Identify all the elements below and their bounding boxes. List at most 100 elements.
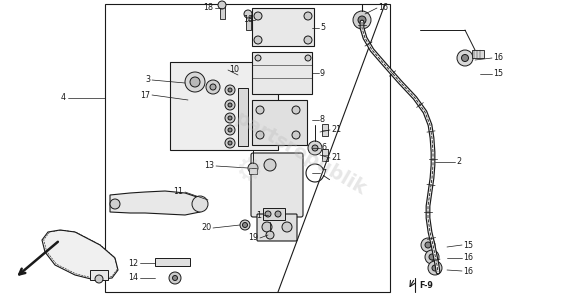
Text: 17: 17 xyxy=(140,91,150,99)
Text: partsrepublik: partsrepublik xyxy=(232,109,369,199)
Text: 3: 3 xyxy=(145,75,150,84)
Text: 21: 21 xyxy=(331,154,341,163)
Circle shape xyxy=(358,16,366,24)
Bar xyxy=(322,149,328,161)
Bar xyxy=(252,52,312,94)
Circle shape xyxy=(421,238,435,252)
Circle shape xyxy=(425,242,431,248)
Text: 18: 18 xyxy=(243,15,253,25)
Circle shape xyxy=(262,222,272,232)
Bar xyxy=(246,14,251,30)
Circle shape xyxy=(264,159,276,171)
Circle shape xyxy=(225,138,235,148)
Text: 12: 12 xyxy=(128,258,138,268)
Circle shape xyxy=(225,113,235,123)
Circle shape xyxy=(192,196,208,212)
Circle shape xyxy=(292,106,300,114)
Circle shape xyxy=(353,11,371,29)
Circle shape xyxy=(461,54,469,62)
Text: 10: 10 xyxy=(229,65,239,75)
Text: 6: 6 xyxy=(321,144,326,152)
Circle shape xyxy=(304,36,312,44)
FancyBboxPatch shape xyxy=(257,214,297,241)
Bar xyxy=(238,88,248,146)
Circle shape xyxy=(210,84,216,90)
Circle shape xyxy=(243,223,247,228)
Circle shape xyxy=(95,275,103,283)
Circle shape xyxy=(110,199,120,209)
Text: 7: 7 xyxy=(321,168,326,178)
Text: 13: 13 xyxy=(204,162,214,170)
Circle shape xyxy=(312,145,318,151)
Circle shape xyxy=(254,36,262,44)
Circle shape xyxy=(265,211,271,217)
Circle shape xyxy=(228,141,232,145)
Circle shape xyxy=(457,50,473,66)
Circle shape xyxy=(248,163,258,173)
Circle shape xyxy=(254,12,262,20)
Text: 4: 4 xyxy=(61,94,66,102)
Polygon shape xyxy=(110,191,205,215)
Text: 16: 16 xyxy=(378,4,388,12)
Text: 15: 15 xyxy=(463,240,473,250)
Circle shape xyxy=(266,231,274,239)
Circle shape xyxy=(169,272,181,284)
Text: 19: 19 xyxy=(248,234,258,242)
Circle shape xyxy=(190,77,200,87)
Text: 11: 11 xyxy=(173,187,183,197)
Circle shape xyxy=(282,222,292,232)
Circle shape xyxy=(172,276,177,281)
Circle shape xyxy=(256,106,264,114)
Text: 1: 1 xyxy=(256,210,261,220)
Bar xyxy=(252,100,307,145)
Text: 5: 5 xyxy=(320,23,325,33)
Circle shape xyxy=(256,131,264,139)
Text: 9: 9 xyxy=(320,68,325,78)
Circle shape xyxy=(218,1,226,9)
Text: 8: 8 xyxy=(320,115,325,125)
Text: 2: 2 xyxy=(456,157,461,166)
Polygon shape xyxy=(170,62,278,150)
Bar xyxy=(252,8,314,46)
Bar xyxy=(472,50,484,58)
Text: 16: 16 xyxy=(463,253,473,263)
Circle shape xyxy=(228,88,232,92)
Text: 21: 21 xyxy=(331,126,341,134)
Text: 16: 16 xyxy=(463,266,473,276)
Text: 18: 18 xyxy=(203,4,213,12)
Polygon shape xyxy=(42,230,118,280)
Bar xyxy=(263,208,285,220)
Text: 16: 16 xyxy=(493,54,503,62)
Circle shape xyxy=(292,131,300,139)
FancyBboxPatch shape xyxy=(251,153,303,217)
Circle shape xyxy=(429,254,435,260)
Text: 15: 15 xyxy=(493,70,503,78)
Circle shape xyxy=(240,220,250,230)
Circle shape xyxy=(308,141,322,155)
Circle shape xyxy=(432,265,438,271)
Circle shape xyxy=(305,55,311,61)
Bar xyxy=(90,270,108,280)
Bar xyxy=(249,168,257,174)
Circle shape xyxy=(185,72,205,92)
Circle shape xyxy=(206,80,220,94)
Bar xyxy=(105,4,390,292)
Circle shape xyxy=(425,250,439,264)
Text: F-9: F-9 xyxy=(419,281,433,289)
Circle shape xyxy=(304,12,312,20)
Circle shape xyxy=(225,100,235,110)
Circle shape xyxy=(255,55,261,61)
Text: ⚙: ⚙ xyxy=(235,157,262,186)
Circle shape xyxy=(228,128,232,132)
Bar xyxy=(220,5,225,19)
Circle shape xyxy=(228,103,232,107)
Text: 20: 20 xyxy=(201,223,211,232)
Text: 14: 14 xyxy=(128,274,138,282)
Bar xyxy=(322,124,328,136)
Circle shape xyxy=(275,211,281,217)
Circle shape xyxy=(244,10,252,18)
Circle shape xyxy=(225,85,235,95)
Bar xyxy=(155,258,190,266)
Circle shape xyxy=(228,116,232,120)
Circle shape xyxy=(428,261,442,275)
